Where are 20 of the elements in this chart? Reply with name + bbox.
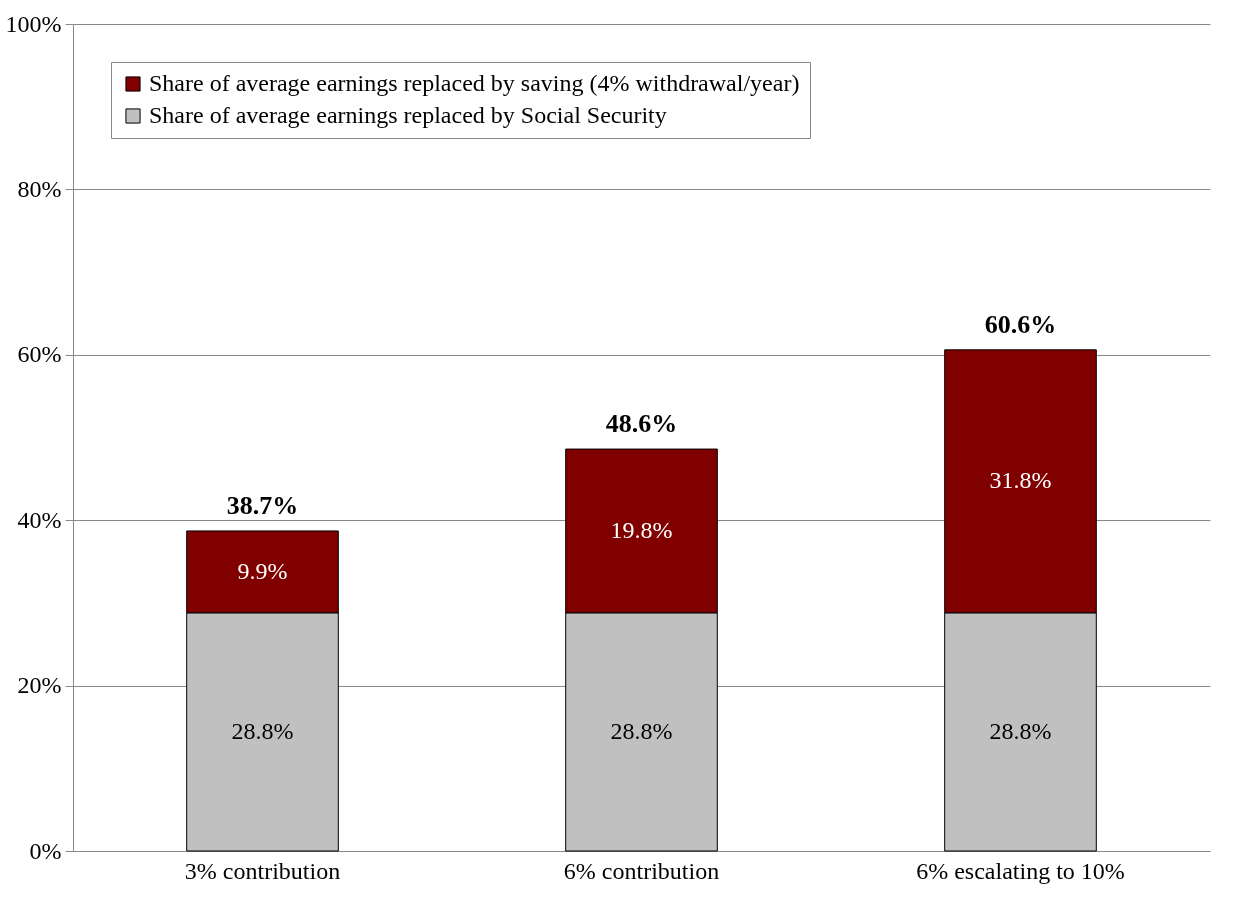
legend-label: Share of average earnings replaced by saving (4% withdrawal/year) <box>149 70 800 96</box>
total-label: 48.6% <box>605 409 678 439</box>
legend-label: Share of average earnings replaced by Social Security <box>149 102 667 128</box>
y-tick-label: 60% <box>17 341 62 368</box>
x-tick-label: 6% escalating to 10% <box>916 857 1125 884</box>
total-label: 38.7% <box>226 490 299 520</box>
y-tick-label: 40% <box>17 506 62 533</box>
y-tick-label: 0% <box>29 837 62 864</box>
data-label: 19.8% <box>610 516 673 543</box>
data-label: 31.8% <box>989 467 1052 494</box>
x-tick-label: 3% contribution <box>184 857 341 884</box>
data-label: 28.8% <box>231 717 294 744</box>
data-label: 28.8% <box>610 717 673 744</box>
data-label: 9.9% <box>237 557 288 584</box>
total-label: 60.6% <box>984 309 1057 339</box>
x-tick-label: 6% contribution <box>563 857 720 884</box>
y-tick-label: 100% <box>5 10 62 37</box>
y-tick-label: 20% <box>17 672 62 699</box>
data-label: 28.8% <box>989 717 1052 744</box>
y-tick-label: 80% <box>17 175 62 202</box>
